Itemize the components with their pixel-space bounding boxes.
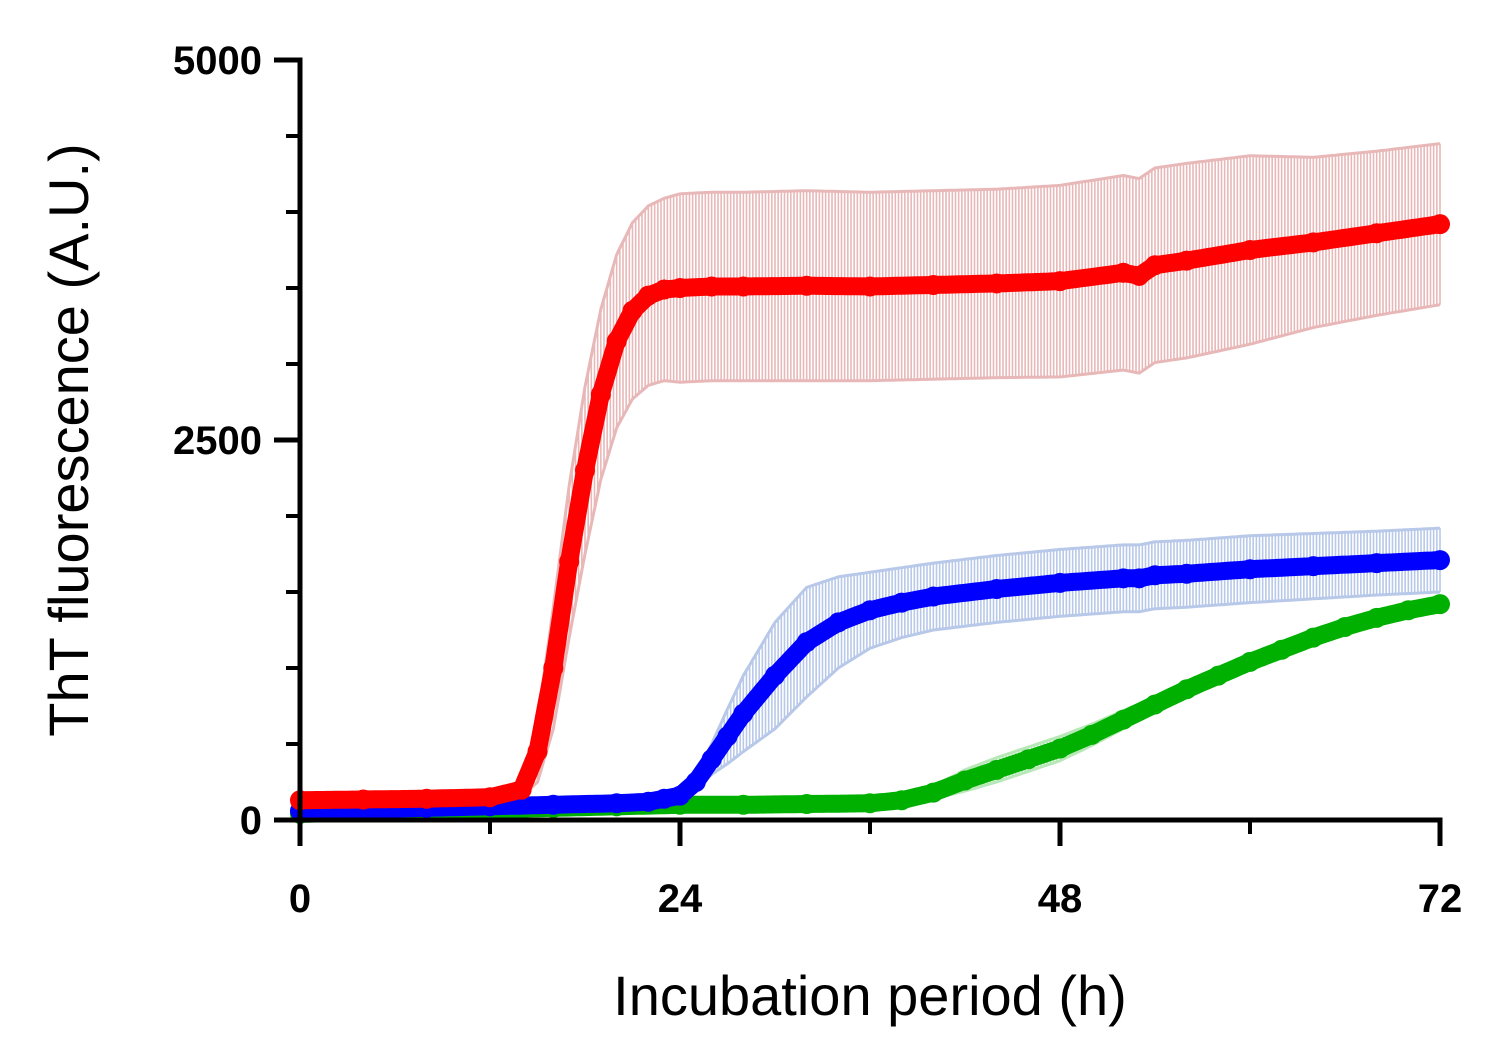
data-point bbox=[796, 275, 817, 296]
x-ticks: 0 24 48 72 bbox=[289, 820, 1462, 921]
data-point bbox=[1145, 255, 1165, 276]
x-axis-title: Incubation period (h) bbox=[613, 964, 1127, 1027]
data-point bbox=[1208, 665, 1229, 686]
data-point bbox=[575, 460, 595, 481]
data-point bbox=[1129, 265, 1150, 286]
data-point bbox=[1176, 679, 1197, 700]
data-point bbox=[670, 785, 690, 806]
data-point bbox=[1240, 651, 1260, 672]
data-point bbox=[796, 794, 817, 815]
data-point bbox=[701, 749, 722, 770]
data-point bbox=[1050, 738, 1070, 759]
data-point bbox=[986, 578, 1007, 599]
y-axis-title: ThT fluorescence (A.U.) bbox=[37, 143, 100, 736]
data-point bbox=[1113, 568, 1134, 589]
y-tick-label: 2500 bbox=[173, 419, 262, 463]
data-point bbox=[543, 658, 564, 678]
data-point bbox=[685, 772, 706, 792]
data-point bbox=[891, 592, 912, 613]
data-point bbox=[590, 384, 611, 405]
data-point bbox=[923, 274, 944, 295]
error-upper-edge bbox=[502, 142, 1441, 793]
data-point bbox=[670, 278, 690, 298]
error-lower-edge bbox=[682, 590, 1441, 798]
data-point bbox=[796, 632, 817, 653]
data-point bbox=[1176, 250, 1197, 271]
data-point bbox=[527, 741, 548, 762]
x-tick-label: 48 bbox=[1038, 877, 1083, 921]
data-point bbox=[1430, 214, 1450, 235]
data-point bbox=[638, 791, 659, 812]
data-point bbox=[986, 759, 1007, 780]
data-point bbox=[1303, 232, 1324, 253]
error-upper-edge bbox=[682, 526, 1441, 792]
y-tick-label: 5000 bbox=[173, 39, 262, 83]
y-tick-label: 0 bbox=[240, 799, 262, 843]
x-tick-label: 24 bbox=[658, 877, 703, 921]
data-point bbox=[733, 794, 754, 815]
data-point bbox=[1366, 223, 1387, 244]
data-point bbox=[923, 782, 944, 803]
data-point bbox=[1145, 565, 1165, 586]
data-point bbox=[480, 787, 500, 808]
data-point bbox=[654, 279, 675, 300]
data-point bbox=[1129, 568, 1150, 589]
data-point bbox=[1303, 627, 1324, 648]
error-lower-edge bbox=[502, 303, 1441, 799]
data-point bbox=[1113, 709, 1134, 730]
data-point bbox=[828, 612, 849, 633]
data-point bbox=[1430, 594, 1450, 615]
data-point bbox=[1240, 559, 1260, 580]
data-point bbox=[1366, 607, 1387, 628]
data-point bbox=[1081, 724, 1102, 745]
axes: 0 2500 5000 0 24 48 72 bbox=[173, 39, 1462, 921]
series-layer bbox=[290, 214, 1450, 824]
data-point bbox=[1145, 694, 1165, 715]
data-point bbox=[638, 285, 659, 306]
data-point bbox=[733, 703, 754, 724]
data-point bbox=[353, 789, 374, 810]
data-point bbox=[416, 788, 437, 809]
data-point bbox=[733, 276, 754, 297]
data-point bbox=[701, 276, 722, 297]
data-point bbox=[559, 551, 580, 572]
data-point bbox=[543, 794, 564, 815]
data-point bbox=[1113, 262, 1134, 283]
data-point bbox=[1366, 553, 1387, 574]
x-tick-label: 0 bbox=[289, 877, 311, 921]
data-point bbox=[860, 276, 880, 297]
x-tick-label: 72 bbox=[1418, 877, 1463, 921]
data-point bbox=[891, 790, 912, 811]
data-point bbox=[1240, 240, 1260, 260]
data-point bbox=[955, 770, 975, 791]
data-point bbox=[1050, 572, 1070, 593]
data-point bbox=[1335, 616, 1355, 637]
data-point bbox=[1176, 563, 1197, 584]
data-point bbox=[511, 779, 532, 800]
data-point bbox=[606, 331, 627, 352]
data-point bbox=[1398, 600, 1419, 621]
data-point bbox=[860, 793, 880, 814]
data-point bbox=[1271, 639, 1292, 660]
data-point bbox=[606, 793, 627, 814]
data-point bbox=[717, 726, 738, 747]
data-point bbox=[1303, 556, 1324, 577]
data-point bbox=[1430, 550, 1450, 571]
data-point bbox=[986, 273, 1007, 294]
data-point bbox=[765, 665, 785, 686]
data-point bbox=[923, 586, 944, 607]
y-ticks: 0 2500 5000 bbox=[173, 39, 300, 843]
data-point bbox=[860, 600, 880, 621]
data-point bbox=[654, 788, 675, 809]
data-point bbox=[1018, 749, 1039, 770]
series-1 bbox=[290, 214, 1450, 811]
data-point bbox=[1050, 271, 1070, 292]
data-point bbox=[622, 300, 643, 321]
